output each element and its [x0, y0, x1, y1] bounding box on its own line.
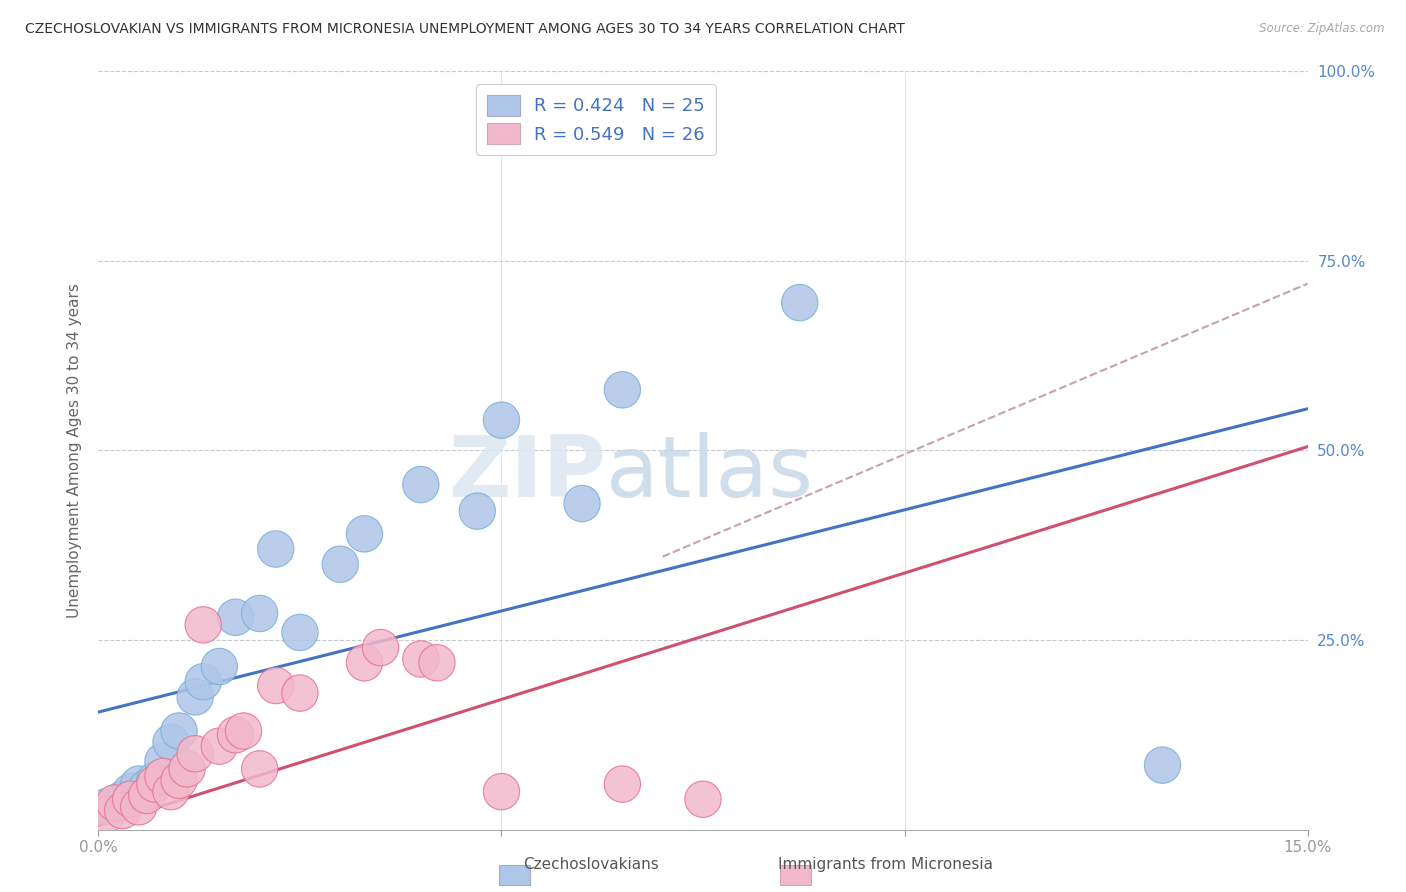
- Ellipse shape: [97, 785, 132, 822]
- Ellipse shape: [346, 645, 382, 681]
- Ellipse shape: [484, 773, 520, 810]
- Ellipse shape: [136, 762, 173, 798]
- Ellipse shape: [104, 792, 141, 829]
- Ellipse shape: [281, 615, 318, 650]
- Ellipse shape: [145, 743, 181, 780]
- Ellipse shape: [121, 789, 157, 825]
- Ellipse shape: [242, 751, 278, 787]
- Ellipse shape: [145, 758, 181, 795]
- Ellipse shape: [136, 766, 173, 802]
- Ellipse shape: [177, 736, 214, 772]
- Ellipse shape: [160, 713, 197, 749]
- Text: Immigrants from Micronesia: Immigrants from Micronesia: [779, 857, 993, 872]
- Ellipse shape: [363, 630, 399, 665]
- Ellipse shape: [257, 531, 294, 567]
- Ellipse shape: [153, 724, 190, 761]
- Ellipse shape: [460, 493, 495, 529]
- Ellipse shape: [112, 773, 149, 810]
- Text: Source: ZipAtlas.com: Source: ZipAtlas.com: [1260, 22, 1385, 36]
- Ellipse shape: [322, 546, 359, 582]
- Ellipse shape: [419, 645, 456, 681]
- Ellipse shape: [605, 372, 641, 408]
- Ellipse shape: [104, 781, 141, 817]
- Ellipse shape: [186, 607, 221, 643]
- Ellipse shape: [281, 675, 318, 711]
- Ellipse shape: [129, 777, 165, 814]
- Ellipse shape: [564, 485, 600, 522]
- Ellipse shape: [201, 728, 238, 764]
- Text: CZECHOSLOVAKIAN VS IMMIGRANTS FROM MICRONESIA UNEMPLOYMENT AMONG AGES 30 TO 34 Y: CZECHOSLOVAKIAN VS IMMIGRANTS FROM MICRO…: [25, 22, 905, 37]
- Ellipse shape: [160, 762, 197, 798]
- Ellipse shape: [89, 789, 125, 825]
- Ellipse shape: [242, 595, 278, 632]
- Ellipse shape: [112, 781, 149, 817]
- Ellipse shape: [402, 467, 439, 503]
- Ellipse shape: [402, 640, 439, 677]
- Ellipse shape: [153, 773, 190, 810]
- Text: Czechoslovakians: Czechoslovakians: [523, 857, 658, 872]
- Ellipse shape: [1144, 747, 1181, 783]
- Ellipse shape: [177, 679, 214, 715]
- Ellipse shape: [169, 751, 205, 787]
- Ellipse shape: [782, 285, 818, 321]
- Ellipse shape: [346, 516, 382, 552]
- Y-axis label: Unemployment Among Ages 30 to 34 years: Unemployment Among Ages 30 to 34 years: [66, 283, 82, 618]
- Ellipse shape: [89, 797, 125, 832]
- Ellipse shape: [186, 664, 221, 700]
- Text: atlas: atlas: [606, 432, 814, 515]
- Ellipse shape: [121, 766, 157, 802]
- Ellipse shape: [129, 770, 165, 806]
- Ellipse shape: [201, 648, 238, 685]
- Ellipse shape: [605, 766, 641, 802]
- Ellipse shape: [225, 713, 262, 749]
- Ellipse shape: [484, 402, 520, 438]
- Ellipse shape: [257, 667, 294, 704]
- Ellipse shape: [218, 716, 253, 753]
- Ellipse shape: [685, 781, 721, 817]
- Legend: R = 0.424   N = 25, R = 0.549   N = 26: R = 0.424 N = 25, R = 0.549 N = 26: [477, 84, 716, 155]
- Text: ZIP: ZIP: [449, 432, 606, 515]
- Ellipse shape: [218, 599, 253, 635]
